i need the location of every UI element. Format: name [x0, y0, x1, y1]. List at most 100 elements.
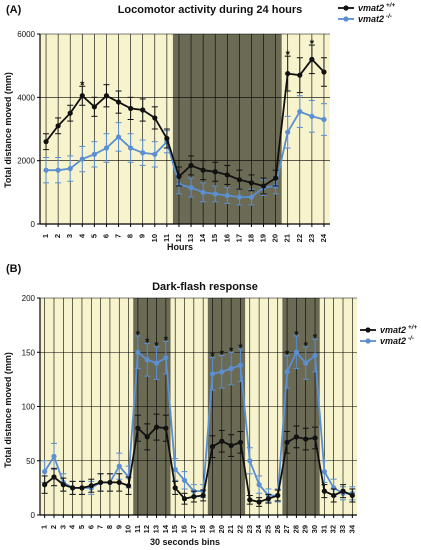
data-point — [144, 434, 150, 440]
data-point — [191, 493, 197, 500]
data-point — [88, 483, 94, 489]
legend-label: vmat2 +/+ — [358, 2, 395, 13]
data-point — [67, 165, 73, 172]
x-tick-label: 32 — [329, 525, 338, 533]
series-wildtype — [41, 413, 356, 507]
data-point — [188, 162, 194, 169]
significance-star: * — [210, 351, 215, 363]
data-point — [172, 485, 178, 491]
x-tick-label: 3 — [58, 525, 67, 529]
x-tick-label: 26 — [273, 525, 282, 533]
x-tick-label: 24 — [254, 524, 263, 533]
x-tick-label: 20 — [271, 234, 280, 242]
data-point — [140, 107, 146, 113]
x-tick-label: 15 — [210, 234, 219, 242]
data-point — [181, 477, 188, 483]
y-tick-label: 150 — [22, 348, 36, 357]
data-point — [237, 439, 244, 445]
x-tick-label: 4 — [77, 233, 86, 238]
data-point — [312, 352, 318, 359]
legend-entry-knockout: vmat2 -/- — [338, 13, 392, 24]
y-axis-label-b: Total distance moved (mm) — [3, 352, 13, 468]
x-tick-label: 9 — [114, 525, 123, 529]
data-point — [128, 145, 134, 151]
data-point — [152, 115, 158, 121]
legend-label: vmat2 -/- — [380, 335, 414, 346]
x-tick-label: 14 — [161, 524, 170, 533]
y-tick-label: 4000 — [17, 93, 35, 102]
x-tick-label: 19 — [259, 234, 268, 242]
data-point — [265, 496, 272, 502]
data-point — [200, 189, 206, 195]
data-point — [152, 151, 158, 157]
x-tick-label: 21 — [283, 234, 292, 242]
x-tick-label: 8 — [126, 234, 135, 238]
significance-star: * — [80, 79, 85, 91]
significance-star: * — [285, 349, 290, 361]
x-tick-label: 12 — [174, 234, 183, 242]
x-tick-label: 28 — [291, 525, 300, 533]
data-point — [331, 492, 337, 499]
data-point — [70, 485, 76, 491]
panel-label-b: (B) — [6, 263, 22, 275]
data-point — [309, 56, 315, 62]
x-tick-label: 21 — [226, 525, 235, 533]
x-tick-label: 8 — [105, 525, 114, 529]
x-tick-label: 30 — [310, 525, 319, 533]
x-tick-label: 5 — [89, 234, 98, 238]
significance-star: * — [304, 340, 309, 352]
y-tick-label: 200 — [22, 294, 36, 303]
data-point — [219, 438, 225, 444]
x-tick-label: 16 — [180, 525, 189, 533]
data-point — [297, 108, 303, 115]
data-point — [212, 169, 218, 175]
x-tick-label: 5 — [77, 525, 86, 529]
data-point — [200, 167, 206, 173]
data-point — [79, 485, 85, 491]
series-line — [45, 57, 325, 187]
y-tick-label: 6000 — [17, 30, 35, 39]
data-point — [164, 135, 170, 142]
x-tick-label: 1 — [40, 525, 49, 529]
data-point — [284, 439, 290, 445]
data-point — [293, 349, 299, 355]
x-tick-label: 24 — [319, 233, 328, 242]
data-point — [200, 492, 206, 499]
data-point — [340, 488, 346, 494]
data-point — [51, 453, 57, 460]
data-point — [43, 167, 49, 173]
x-tick-label: 22 — [295, 234, 304, 242]
data-point — [285, 70, 291, 77]
data-point — [153, 360, 160, 366]
data-point — [67, 110, 73, 116]
x-axis-label-b: 30 seconds bins — [150, 537, 220, 547]
data-point — [60, 482, 66, 488]
data-point — [103, 93, 110, 99]
significance-star: * — [164, 334, 169, 346]
data-point — [349, 492, 355, 499]
data-point — [107, 479, 113, 486]
data-point — [172, 466, 178, 473]
data-point — [248, 194, 255, 200]
series-wildtype — [43, 44, 327, 195]
data-point — [321, 488, 327, 494]
x-tick-label: 2 — [53, 234, 62, 238]
x-tick-label: 13 — [186, 234, 195, 242]
data-point — [209, 444, 216, 450]
x-tick-label: 6 — [101, 234, 110, 238]
data-point — [51, 474, 57, 480]
x-tick-label: 18 — [246, 234, 255, 242]
data-point — [260, 183, 267, 189]
significance-star: * — [286, 49, 291, 61]
data-point — [228, 442, 234, 449]
data-point — [275, 492, 281, 499]
x-tick-label: 16 — [222, 234, 231, 242]
data-point — [116, 479, 122, 486]
data-point — [219, 369, 225, 375]
x-tick-label: 14 — [198, 233, 207, 242]
significance-star: * — [238, 342, 243, 354]
y-tick-label: 0 — [31, 511, 36, 520]
data-point — [153, 424, 160, 430]
data-point — [98, 479, 104, 486]
